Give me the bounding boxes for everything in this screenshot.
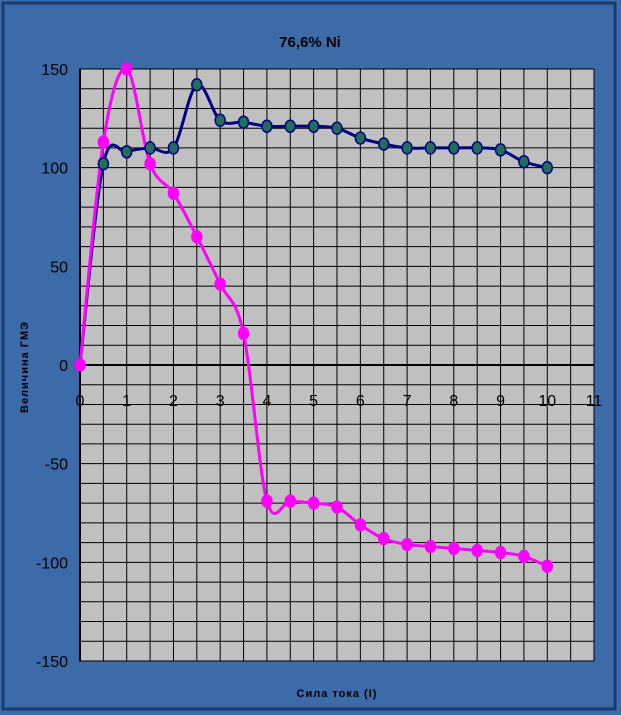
y-axis-label: Величина ГМЭ xyxy=(19,321,31,413)
series-2-point xyxy=(144,156,156,171)
series-line-1 xyxy=(78,83,548,366)
series-2-point xyxy=(167,186,180,201)
x-tick-label: 4 xyxy=(262,393,271,410)
x-tick-label: 0 xyxy=(76,393,85,410)
series-1-point xyxy=(518,154,530,169)
x-tick-label: 10 xyxy=(538,393,556,410)
series-2-point xyxy=(518,549,530,564)
series-2-point xyxy=(74,358,86,372)
series-1-point xyxy=(120,145,133,159)
series-2-point xyxy=(541,559,554,574)
series-2-point xyxy=(237,326,250,341)
chart-title: 76,6% Ni xyxy=(279,34,341,51)
series-1-point xyxy=(237,115,250,130)
y-tick-label: 0 xyxy=(59,358,68,375)
x-tick-label: 6 xyxy=(356,393,365,410)
x-tick-label: 8 xyxy=(449,393,458,410)
y-tick-label: -50 xyxy=(45,457,68,474)
x-tick-label: 5 xyxy=(309,393,318,410)
series-2-point xyxy=(307,496,320,510)
y-tick-label: 100 xyxy=(41,161,68,178)
series-1-point xyxy=(261,119,273,133)
x-tick-label: 1 xyxy=(122,393,131,410)
series-1-point xyxy=(401,141,413,155)
series-2-point xyxy=(261,494,273,508)
y-tick-label: -100 xyxy=(36,555,68,572)
series-2-point xyxy=(494,545,507,560)
series-1-point xyxy=(214,113,226,128)
series-2-point xyxy=(471,543,483,558)
x-tick-label: 9 xyxy=(496,393,505,410)
series-layer xyxy=(74,62,554,574)
x-tick-label: 2 xyxy=(169,393,178,410)
series-2-point xyxy=(214,277,226,291)
series-2-point xyxy=(191,229,203,244)
series-1-point xyxy=(471,141,483,155)
x-axis-label: Сила тока (I) xyxy=(297,688,378,700)
series-1-point xyxy=(494,143,507,157)
series-1-point xyxy=(284,119,297,133)
series-2-point xyxy=(284,494,297,508)
series-1-point xyxy=(448,141,460,155)
series-1-point xyxy=(167,141,180,155)
series-2-point xyxy=(401,537,413,552)
series-2-point xyxy=(377,531,390,546)
series-2-point xyxy=(120,62,133,76)
x-tick-label: 11 xyxy=(586,393,603,410)
series-2-point xyxy=(424,539,437,554)
series-1-point xyxy=(354,131,367,145)
series-1-point xyxy=(97,156,110,171)
series-2-point xyxy=(354,518,367,532)
series-2-point xyxy=(97,135,110,149)
series-2-point xyxy=(448,541,460,556)
y-tick-label: -150 xyxy=(36,654,68,671)
series-1-point xyxy=(144,141,156,155)
series-1-point xyxy=(424,141,437,155)
series-1-point xyxy=(191,78,203,92)
x-tick-label: 7 xyxy=(403,393,412,410)
series-1-point xyxy=(307,119,320,133)
series-2-point xyxy=(331,500,343,514)
series-1-point xyxy=(377,137,390,151)
series-1-point xyxy=(541,160,554,175)
y-tick-label: 50 xyxy=(50,259,68,276)
y-tick-label: 150 xyxy=(41,62,68,79)
series-1-point xyxy=(331,121,343,135)
x-tick-label: 3 xyxy=(216,393,225,410)
tick-labels: 0 1 2 3 4 5 6 7 8 9 10 11 150 100 50 0 -50 -100 -150 xyxy=(36,62,602,671)
